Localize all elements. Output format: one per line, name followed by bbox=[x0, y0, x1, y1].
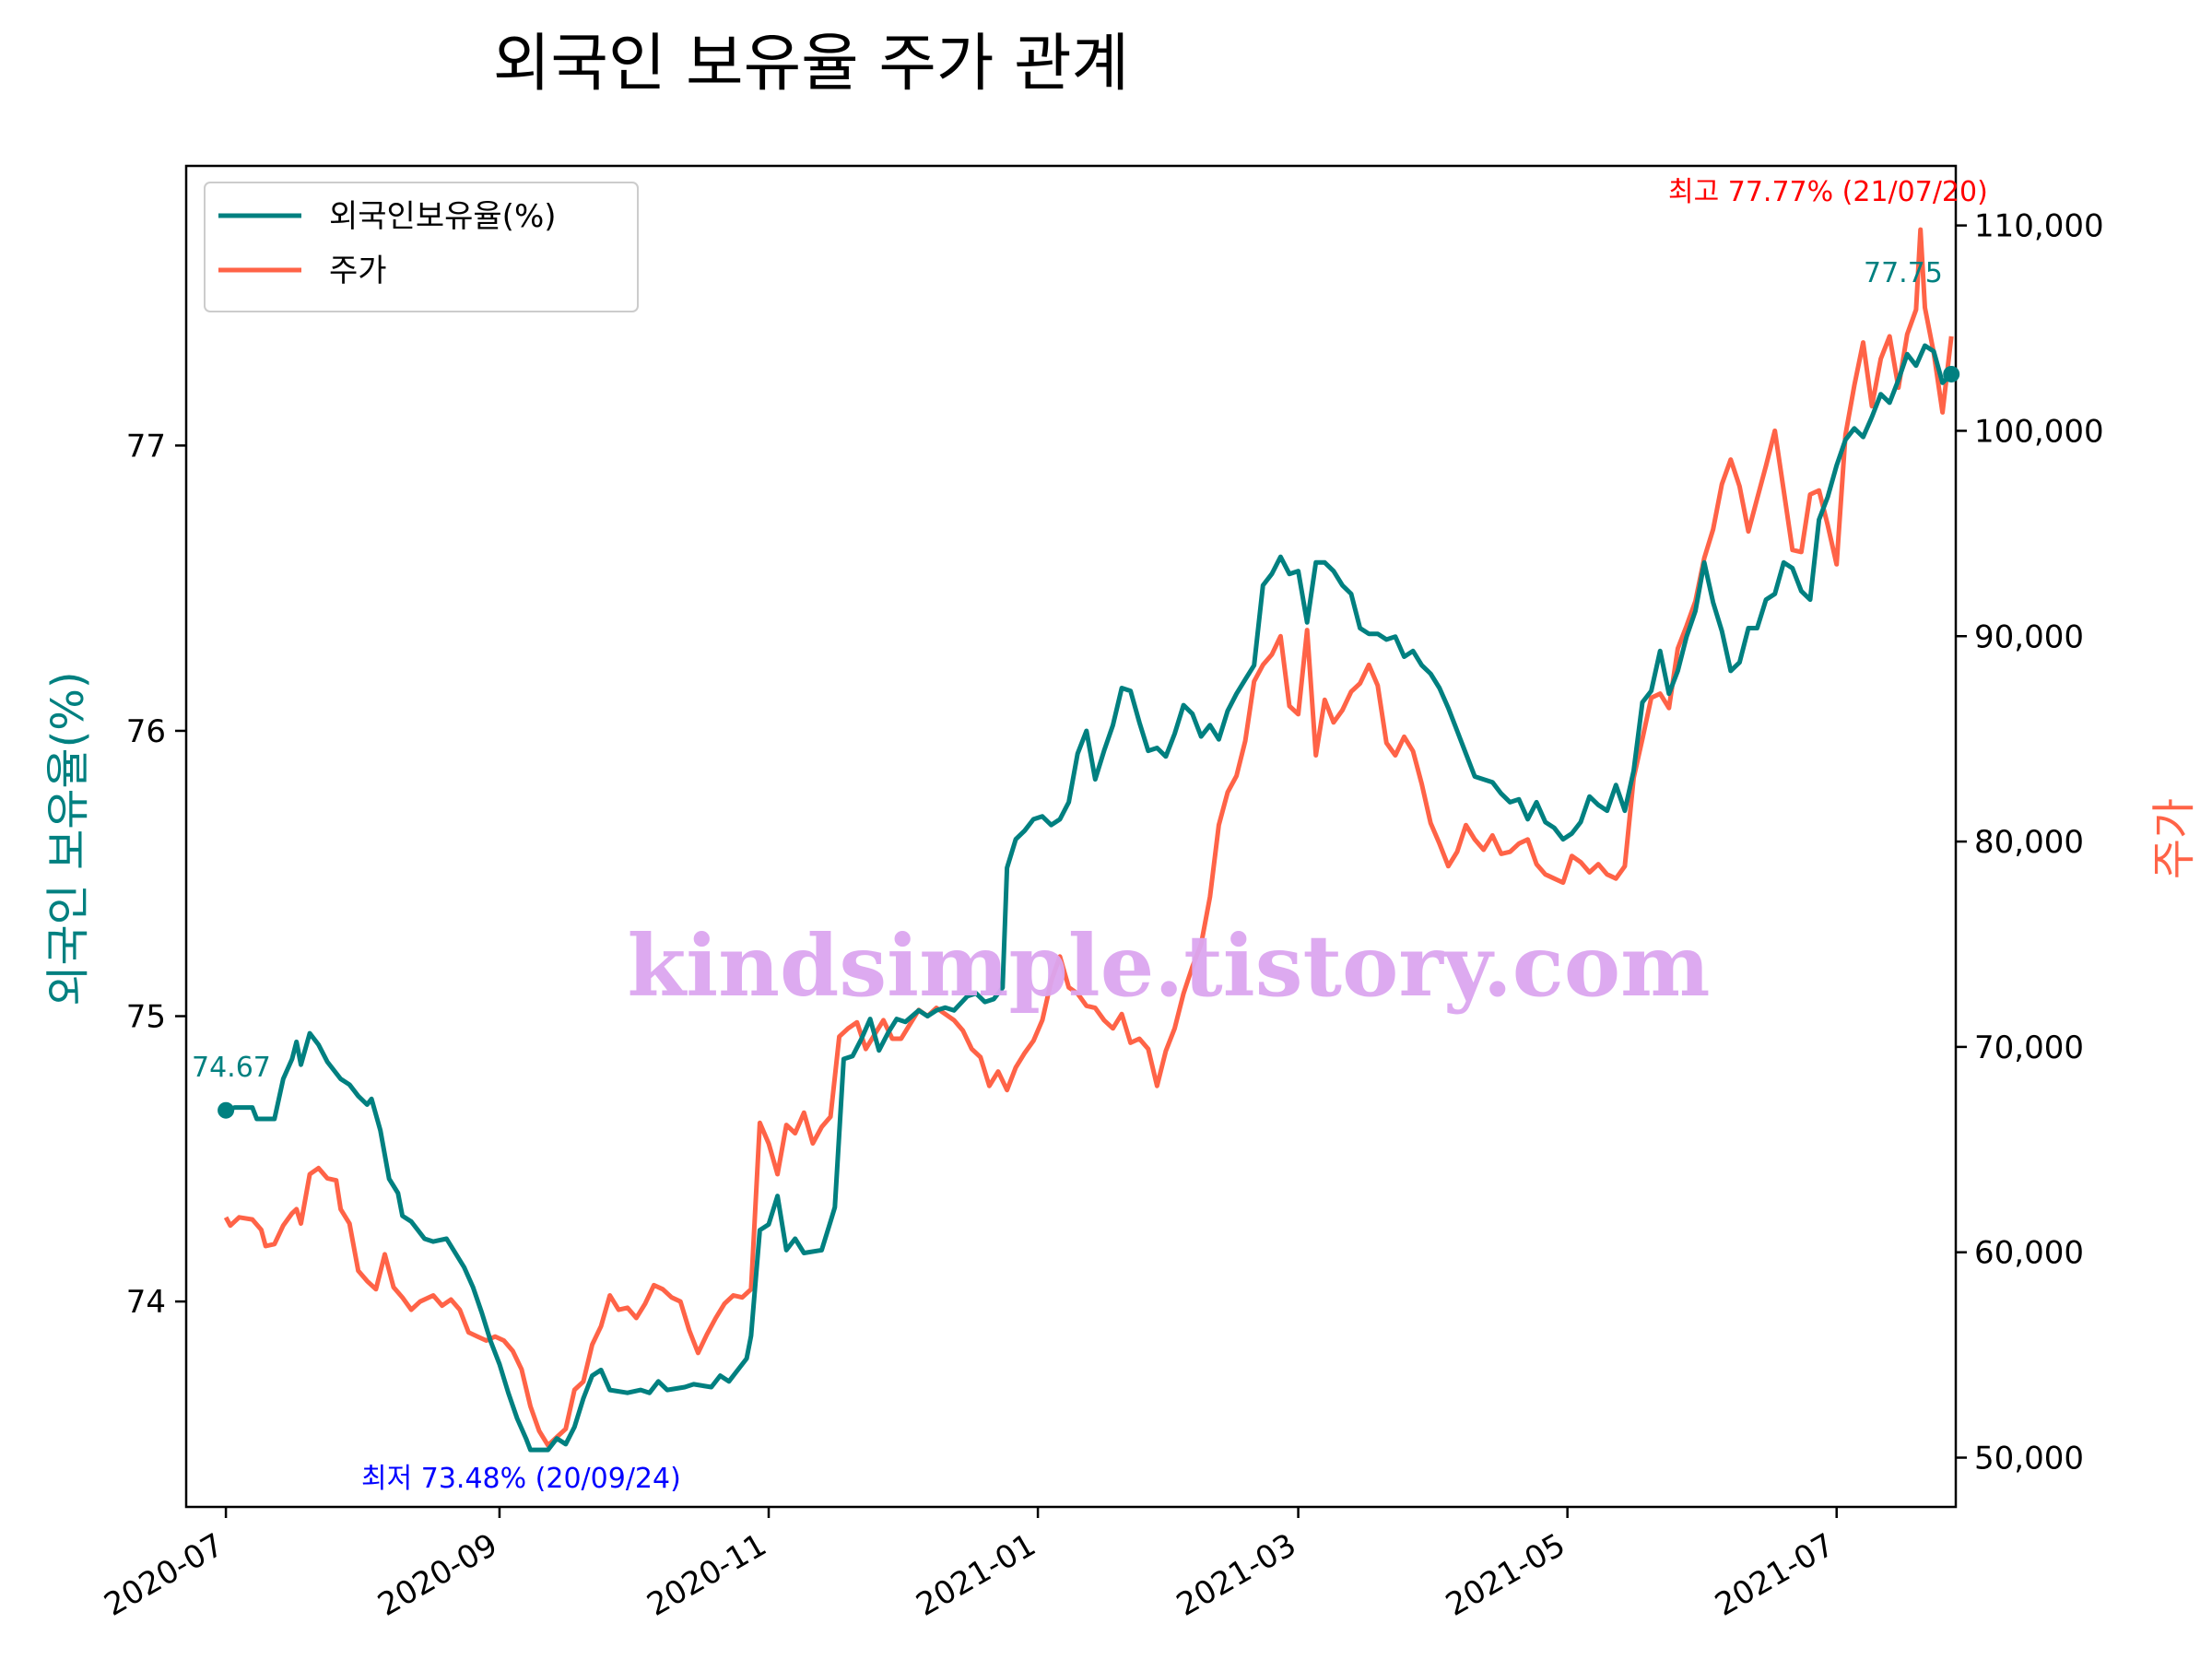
y-left-tick-label: 74 bbox=[126, 1284, 166, 1321]
y-left-tick-label: 77 bbox=[126, 428, 166, 465]
series-line-price bbox=[223, 227, 1954, 1448]
x-tick-label: 2020-09 bbox=[371, 1526, 503, 1624]
y-right-tick-label: 70,000 bbox=[1974, 1030, 2084, 1066]
y-right-tick-label: 100,000 bbox=[1974, 413, 2104, 450]
x-tick-label: 2020-11 bbox=[641, 1526, 772, 1624]
x-axis: 2020-07 2020-09 2020-11 2021-01 2021-03 2021-… bbox=[99, 1507, 1841, 1624]
min-annotation: 최저 73.48% (20/09/24) bbox=[361, 1463, 681, 1495]
legend-label-ownership: 외국인보유율(%) bbox=[329, 198, 557, 235]
series-lines bbox=[218, 227, 1960, 1453]
y-right-tick-label: 90,000 bbox=[1974, 618, 2084, 655]
x-tick-label: 2021-07 bbox=[1709, 1526, 1841, 1624]
y-axis-left-label: 외국인 보유율(%) bbox=[42, 671, 94, 1006]
legend-label-price: 주가 bbox=[329, 253, 387, 289]
y-axis-right-label: 주가 bbox=[2148, 798, 2200, 879]
series-line-ownership bbox=[225, 343, 1953, 1453]
max-annotation: 최고 77.77% (21/07/20) bbox=[1668, 176, 1988, 208]
y-right-tick-label: 110,000 bbox=[1974, 208, 2104, 245]
x-tick-label: 2020-07 bbox=[99, 1526, 230, 1624]
x-tick-label: 2021-03 bbox=[1171, 1526, 1302, 1624]
y-axis-right: 50,000 60,000 70,000 80,000 90,000 100,000 110… bbox=[1956, 208, 2104, 1477]
start-value-label: 74.67 bbox=[192, 1052, 271, 1084]
x-tick-label: 2021-05 bbox=[1440, 1526, 1571, 1624]
plot-area bbox=[184, 164, 1958, 1509]
y-left-tick-label: 75 bbox=[126, 999, 166, 1036]
legend: 외국인보유율(%) 주가 bbox=[204, 182, 639, 312]
start-marker bbox=[218, 1101, 235, 1119]
y-right-tick-label: 60,000 bbox=[1974, 1235, 2084, 1272]
watermark: kindsimple.tistory.com bbox=[627, 916, 1710, 1016]
y-right-tick-label: 80,000 bbox=[1974, 824, 2084, 861]
end-marker bbox=[1943, 365, 1960, 382]
chart-title: 외국인 보유율 주가 관계 bbox=[493, 28, 1129, 100]
x-tick-label: 2021-01 bbox=[911, 1526, 1042, 1624]
legend-box bbox=[204, 182, 639, 312]
end-value-label: 77.75 bbox=[1864, 257, 1943, 289]
y-left-tick-label: 76 bbox=[126, 713, 166, 750]
y-axis-left: 74 75 76 77 bbox=[126, 428, 186, 1321]
y-right-tick-label: 50,000 bbox=[1974, 1441, 2084, 1477]
